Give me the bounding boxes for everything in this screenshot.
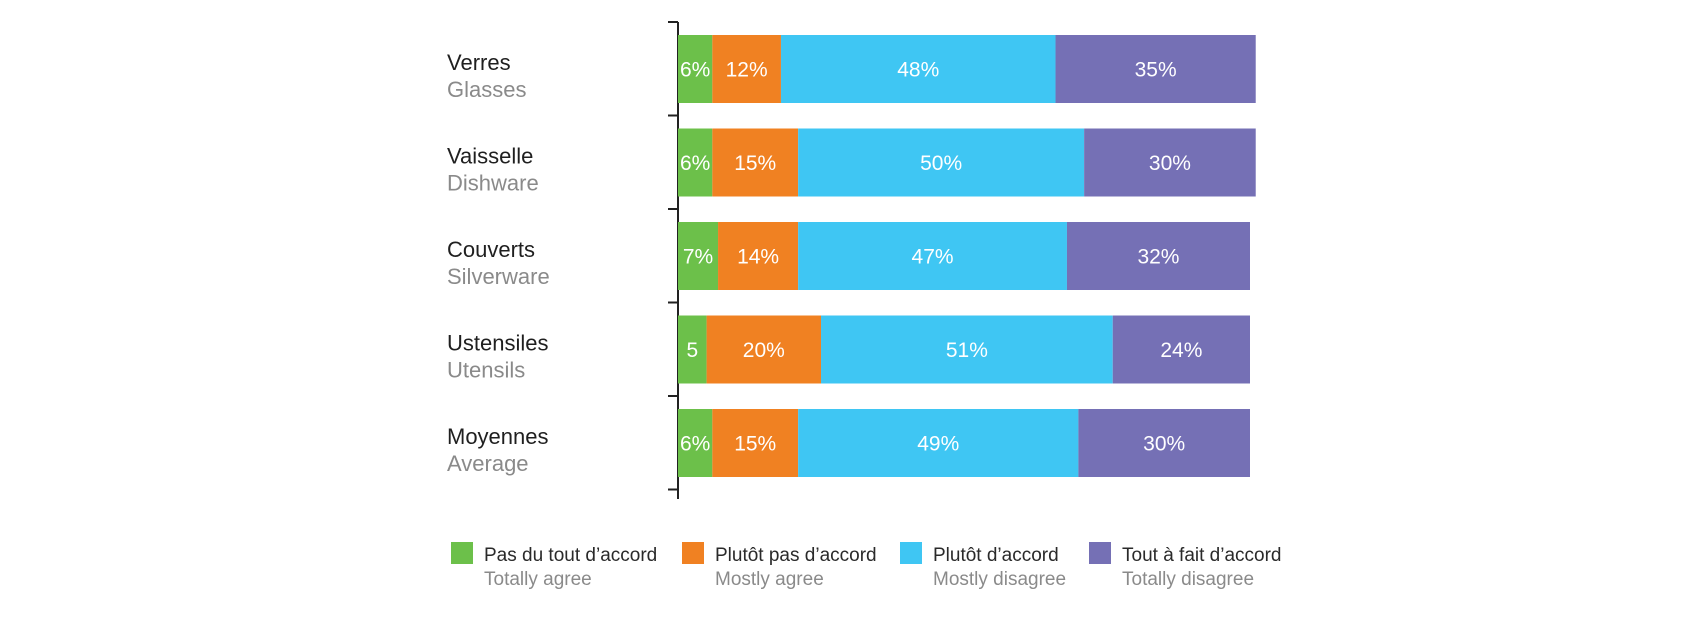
- bar-row: 5 20% 51% 24%: [678, 315, 1250, 384]
- bar-data-label: 49%: [917, 433, 959, 456]
- category-sublabel: Utensils: [447, 358, 525, 383]
- bar-segment: [1084, 128, 1256, 197]
- category-label: Verres: [447, 50, 511, 75]
- category-label: Ustensiles: [447, 331, 548, 356]
- bar-row: 6% 15% 49% 30%: [678, 409, 1250, 477]
- legend-label: Pas du tout d’accord: [484, 545, 657, 566]
- legend-swatch: [451, 542, 473, 564]
- legend: Pas du tout d’accord Totally agree Plutôt …: [451, 542, 1281, 590]
- bar-segment: [718, 222, 799, 290]
- category-sublabel: Silverware: [447, 264, 550, 289]
- legend-sublabel: Mostly agree: [715, 569, 824, 590]
- legend-swatch: [682, 542, 704, 564]
- bar-segment: [712, 409, 799, 477]
- bar-segment: [1066, 222, 1250, 290]
- legend-sublabel: Totally disagree: [1122, 569, 1254, 590]
- legend-item: Pas du tout d’accord Totally agree: [451, 542, 657, 590]
- bar-segment: [1055, 35, 1256, 103]
- category-sublabel: Glasses: [447, 77, 526, 102]
- bar-segment: [712, 35, 781, 103]
- category-sublabel: Dishware: [447, 171, 539, 196]
- bar-data-label: 35%: [1135, 59, 1177, 82]
- legend-item: Plutôt d’accord Mostly disagree: [900, 542, 1066, 590]
- bar-segment: [678, 128, 713, 197]
- legend-sublabel: Mostly disagree: [933, 569, 1066, 590]
- bar-data-label: 51%: [946, 339, 988, 362]
- bar-segment: [678, 222, 719, 290]
- bar-segment: [1078, 409, 1250, 477]
- bar-data-label: 6%: [680, 59, 710, 82]
- bar-data-label: 47%: [912, 246, 954, 269]
- bar-data-label: 20%: [743, 339, 785, 362]
- bar-segment: [678, 315, 707, 384]
- bar-row: 6% 15% 50% 30%: [678, 128, 1256, 197]
- legend-item: Tout à fait d’accord Totally disagree: [1089, 542, 1281, 590]
- bar-segment: [678, 409, 713, 477]
- bar-data-label: 50%: [920, 152, 962, 175]
- bar-data-label: 48%: [897, 59, 939, 82]
- bar-data-label: 30%: [1149, 152, 1191, 175]
- bars-layer: 6% 12% 48% 35% 6% 15% 50% 30% 7% 14% 47% 32% 5 20% 51%…: [678, 35, 1256, 477]
- category-label: Moyennes: [447, 424, 549, 449]
- bar-data-label: 15%: [734, 433, 776, 456]
- bar-segment: [712, 128, 799, 197]
- bar-segment: [1112, 315, 1250, 384]
- bar-data-label: 15%: [734, 152, 776, 175]
- legend-label: Plutôt d’accord: [933, 545, 1059, 566]
- bar-segment: [678, 35, 713, 103]
- bar-data-label: 12%: [726, 59, 768, 82]
- category-label: Vaisselle: [447, 144, 533, 169]
- category-label: Couverts: [447, 237, 535, 262]
- bar-data-label: 24%: [1160, 339, 1202, 362]
- bar-segment: [706, 315, 821, 384]
- legend-label: Tout à fait d’accord: [1122, 545, 1281, 566]
- bar-segment: [821, 315, 1113, 384]
- legend-item: Plutôt pas d’accord Mostly agree: [682, 542, 877, 590]
- bar-data-label: 6%: [680, 152, 710, 175]
- legend-label: Plutôt pas d’accord: [715, 545, 877, 566]
- bar-segment: [798, 222, 1067, 290]
- bar-segment: [798, 128, 1085, 197]
- category-sublabel: Average: [447, 451, 529, 476]
- legend-swatch: [1089, 542, 1111, 564]
- bar-data-label: 5: [686, 339, 698, 362]
- legend-sublabel: Totally agree: [484, 569, 592, 590]
- bar-data-label: 14%: [737, 246, 779, 269]
- bar-segment: [798, 409, 1079, 477]
- bar-data-label: 6%: [680, 433, 710, 456]
- axis-layer: [668, 21, 679, 499]
- bar-data-label: 32%: [1137, 246, 1179, 269]
- legend-swatch: [900, 542, 922, 564]
- bar-data-label: 7%: [683, 246, 713, 269]
- bar-segment: [780, 35, 1056, 103]
- bar-data-label: 30%: [1143, 433, 1185, 456]
- bar-row: 7% 14% 47% 32%: [678, 222, 1250, 290]
- bar-row: 6% 12% 48% 35%: [678, 35, 1256, 103]
